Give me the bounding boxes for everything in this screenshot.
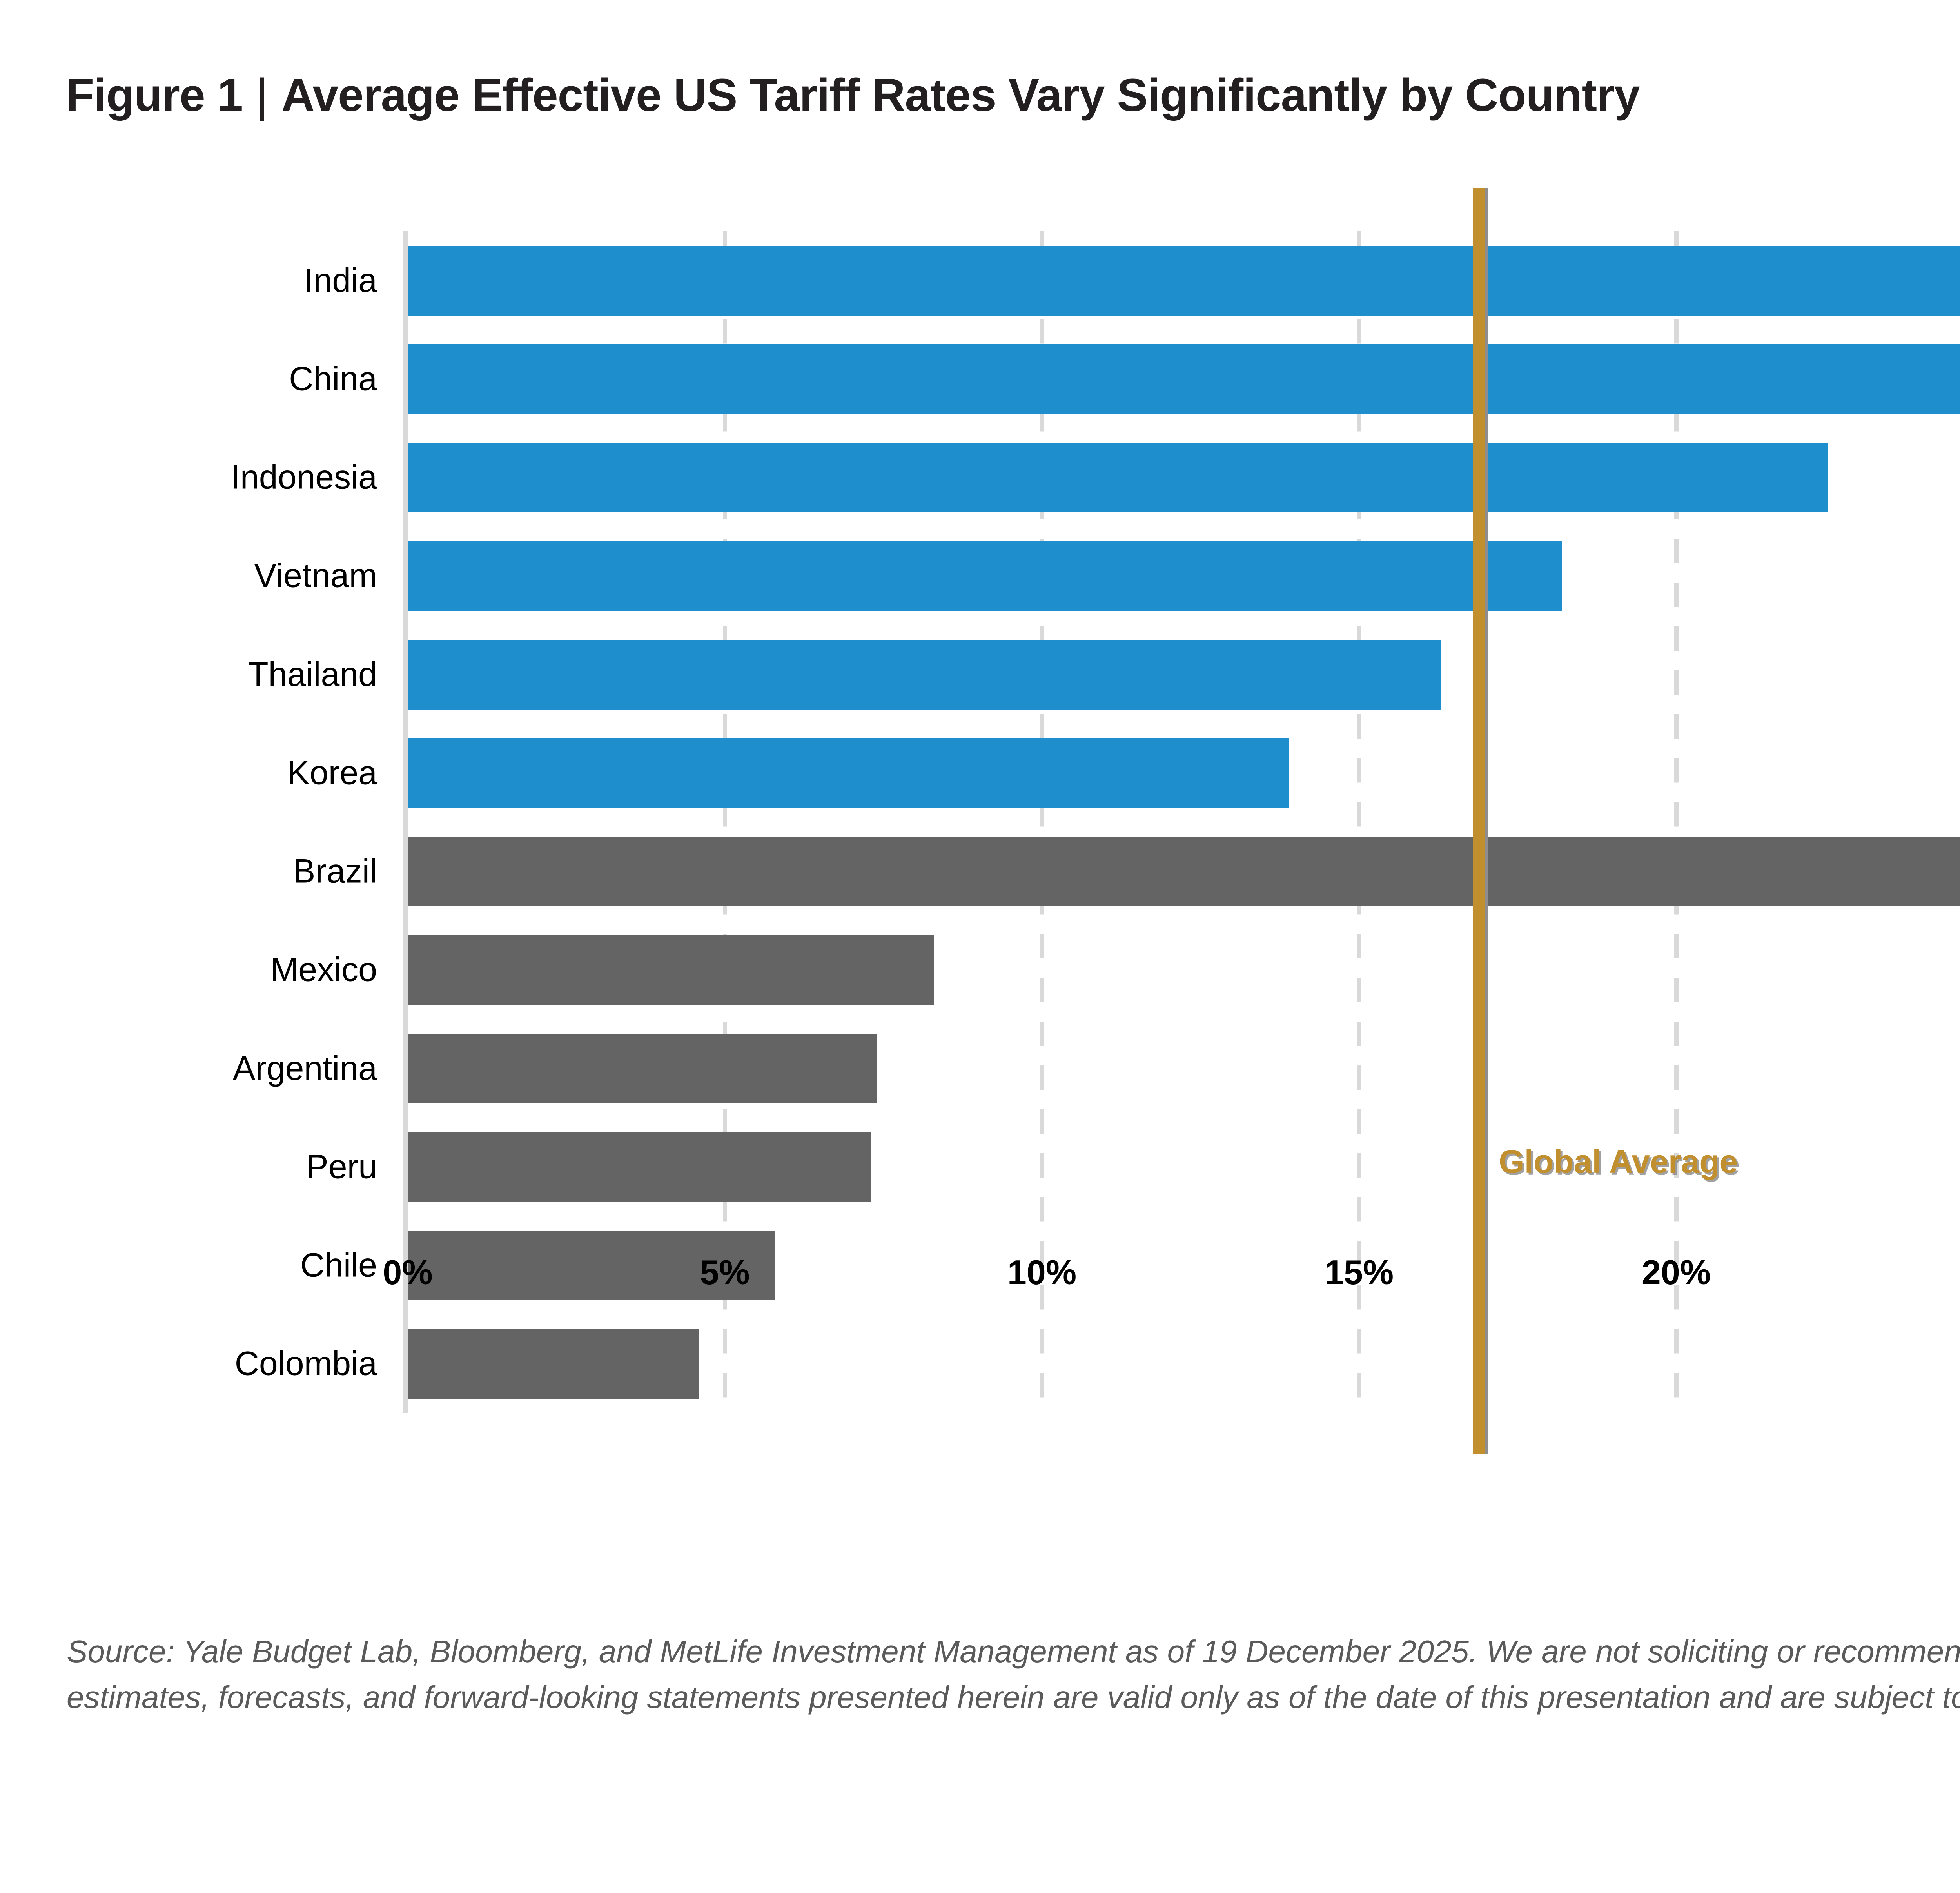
- global-average-label: Global Average: [1499, 1143, 1738, 1180]
- bar-colombia: [408, 1329, 700, 1399]
- bar-vietnam: [408, 541, 1562, 611]
- global-average-line: [1473, 188, 1485, 1454]
- bar-chile: [408, 1231, 776, 1301]
- bars-canvas: Global Average: [403, 188, 1960, 1454]
- x-gridline: [1674, 231, 1679, 1413]
- title-headline: Average Effective US Tariff Rates Vary S…: [281, 69, 1640, 121]
- bar-thailand: [408, 639, 1442, 710]
- y-label-chile: Chile: [300, 1246, 377, 1284]
- y-axis-line: [403, 231, 408, 1413]
- bar-korea: [408, 738, 1290, 808]
- x-tick-25pct: 25%: [1959, 1252, 1960, 1292]
- y-label-argentina: Argentina: [232, 1049, 377, 1087]
- y-label-peru: Peru: [306, 1148, 377, 1186]
- bar-indonesia: [408, 443, 1829, 513]
- y-label-colombia: Colombia: [234, 1345, 377, 1383]
- x-tick-0pct: 0%: [383, 1253, 433, 1292]
- y-label-vietnam: Vietnam: [254, 557, 377, 595]
- y-label-korea: Korea: [287, 754, 377, 792]
- x-tick-15pct: 15%: [1324, 1253, 1394, 1292]
- x-gridline: [723, 231, 727, 1413]
- bar-mexico: [408, 935, 934, 1005]
- bar-india: [408, 245, 1960, 316]
- source-note: Source: Yale Budget Lab, Bloomberg, and …: [67, 1634, 1960, 1715]
- x-gridline: [1040, 231, 1044, 1413]
- bar-china: [408, 344, 1960, 414]
- bar-argentina: [408, 1033, 877, 1103]
- x-tick-5pct: 5%: [700, 1253, 750, 1292]
- x-tick-10pct: 10%: [1007, 1253, 1077, 1292]
- y-label-mexico: Mexico: [270, 951, 377, 989]
- page-title: Figure 1 | Average Effective US Tariff R…: [66, 69, 1640, 122]
- y-label-indonesia: Indonesia: [231, 458, 377, 496]
- y-label-thailand: Thailand: [248, 655, 377, 693]
- title-separator: |: [256, 69, 268, 121]
- x-gridline: [1357, 231, 1361, 1413]
- bar-brazil: [408, 837, 1960, 907]
- figure-number: Figure 1: [66, 69, 243, 121]
- chart-plot-area: India China Indonesia Vietnam Thailand Korea B…: [0, 188, 1960, 1454]
- y-label-brazil: Brazil: [292, 852, 377, 890]
- y-label-china: China: [289, 360, 377, 398]
- x-axis-tick-labels: 0%5%10%15%20%25%30%35%40%: [383, 1252, 1960, 1307]
- y-label-india: India: [304, 261, 377, 299]
- x-tick-20pct: 20%: [1641, 1253, 1711, 1292]
- y-axis-category-labels: India China Indonesia Vietnam Thailand Korea B…: [0, 231, 400, 1413]
- bar-peru: [408, 1132, 871, 1202]
